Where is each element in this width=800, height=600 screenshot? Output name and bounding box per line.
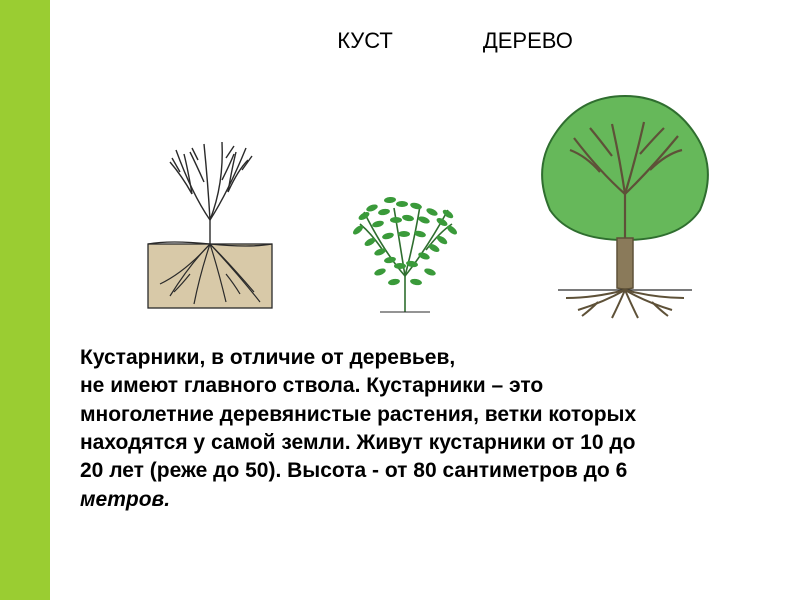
text-line-6: метров. — [80, 488, 170, 511]
tree-icon — [520, 84, 730, 324]
text-line-2: не имеют главного ствола. Кустарники – э… — [80, 374, 543, 397]
header-row: КУСТ ДЕРЕВО — [60, 28, 800, 54]
header-bush: КУСТ — [337, 28, 393, 54]
text-line-3: многолетние деревянистые растения, ветки… — [80, 403, 636, 426]
header-tree: ДЕРЕВО — [483, 28, 573, 54]
green-bush-icon — [330, 164, 480, 324]
bare-shrub-icon — [130, 124, 290, 324]
body-text: Кустарники, в отличие от деревьев, не им… — [60, 344, 800, 514]
illustrations-row — [60, 74, 800, 324]
illustration-green-bush — [330, 164, 480, 324]
illustration-bare-shrub — [130, 124, 290, 324]
sidebar-accent — [0, 0, 50, 600]
illustration-tree — [520, 84, 730, 324]
text-line-4: находятся у самой земли. Живут кустарник… — [80, 431, 636, 454]
slide-content: КУСТ ДЕРЕВО — [60, 0, 800, 514]
text-line-5: 20 лет (реже до 50). Высота - от 80 сант… — [80, 459, 627, 482]
text-line-1: Кустарники, в отличие от деревьев, — [80, 346, 455, 369]
